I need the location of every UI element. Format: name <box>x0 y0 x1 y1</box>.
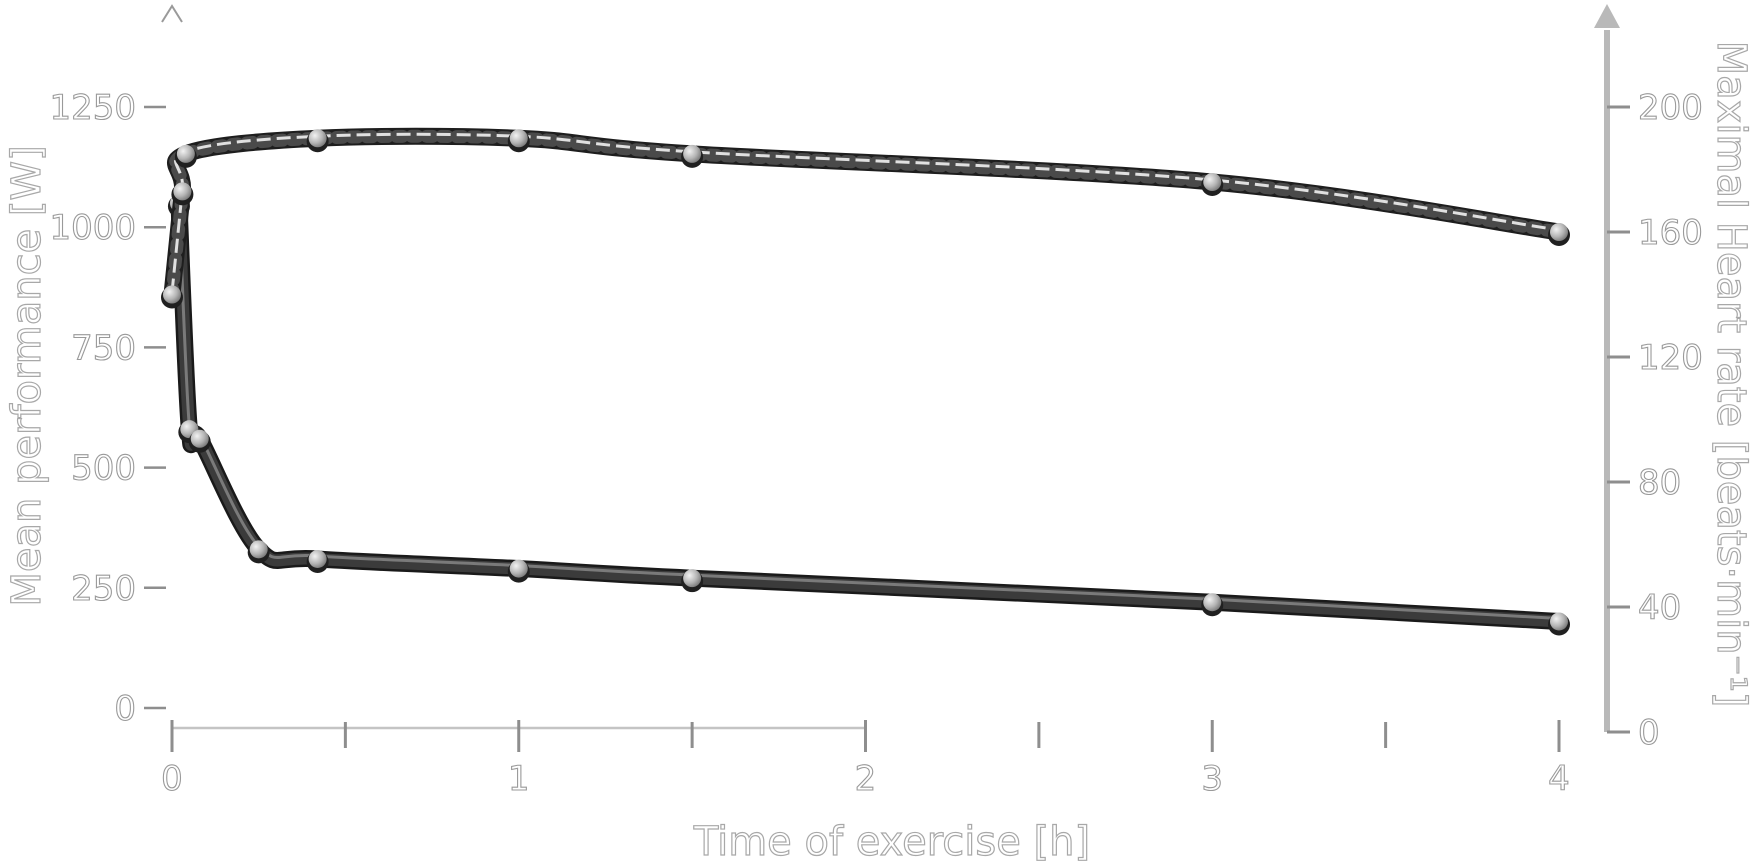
x-tick-group: 0 1 2 3 4 <box>161 720 1570 800</box>
y-left-tick-label: 1250 <box>49 88 136 128</box>
y-right-tick-label: 80 <box>1638 463 1681 503</box>
x-tick-label: 3 <box>1201 759 1223 799</box>
y-right-tick-label: 0 <box>1638 713 1660 753</box>
y-right-tick-label: 40 <box>1638 588 1681 628</box>
series-layer <box>161 127 1570 636</box>
left-y-axis-arrow <box>161 4 183 23</box>
y-left-tick-label: 750 <box>71 328 136 368</box>
series-0-solid-line <box>167 194 1570 636</box>
axes <box>161 4 1620 732</box>
right-y-axis-arrow <box>1594 4 1620 28</box>
x-tick-label: 2 <box>855 759 877 799</box>
y-left-tick-group: 0 250 500 750 1000 1250 <box>49 87 166 730</box>
y-right-tick-label: 200 <box>1638 88 1703 128</box>
data-point <box>173 182 192 201</box>
y-left-tick-label: 250 <box>71 569 136 609</box>
y-left-tick-label: 1000 <box>49 208 136 248</box>
data-point <box>308 549 327 568</box>
data-point <box>1550 223 1568 241</box>
x-tick-label: 1 <box>508 759 530 799</box>
data-point <box>308 129 327 148</box>
y-left-tick-label: 500 <box>71 449 136 489</box>
data-point <box>1203 593 1222 612</box>
data-point <box>509 129 528 148</box>
series-line-dash <box>170 132 1560 293</box>
y-right-tick-label: 160 <box>1638 213 1703 253</box>
y-left-tick-label: 0 <box>114 689 136 729</box>
x-axis-title: Time of exercise [h] <box>693 819 1090 864</box>
data-point <box>163 285 181 304</box>
data-point <box>683 569 702 588</box>
data-point <box>176 144 195 163</box>
data-point <box>683 144 702 163</box>
data-point <box>1550 612 1568 631</box>
y-right-tick-group: 0 40 80 120 160 200 <box>1607 87 1703 754</box>
data-point <box>249 540 268 559</box>
data-point <box>509 559 528 578</box>
y-right-axis-title: Maximal Heart rate [beats·min⁻¹] <box>1708 41 1754 708</box>
y-left-axis-title: Mean performance [W] <box>4 145 50 606</box>
data-point <box>190 429 209 448</box>
y-right-tick-label: 120 <box>1638 338 1703 378</box>
x-tick-label: 4 <box>1548 759 1570 799</box>
series-1-dashed-line <box>161 127 1570 309</box>
data-point <box>1203 173 1222 191</box>
x-tick-label: 0 <box>161 759 183 799</box>
